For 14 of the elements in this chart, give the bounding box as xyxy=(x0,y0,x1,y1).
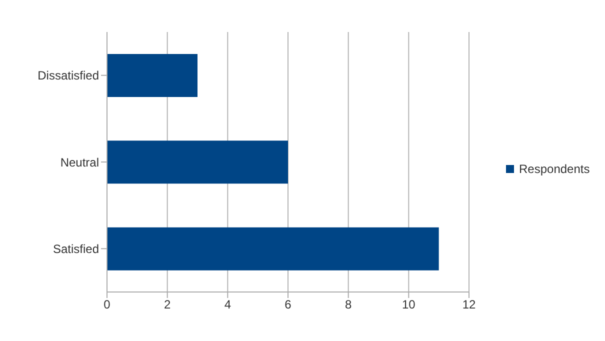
x-tick-label: 0 xyxy=(104,298,111,312)
bar xyxy=(107,140,288,184)
bar xyxy=(107,54,198,97)
legend-label: Respondents xyxy=(519,162,590,176)
x-tick-label: 10 xyxy=(402,298,416,312)
y-tick-label: Satisfied xyxy=(52,242,99,256)
y-tick-label: Dissatisfied xyxy=(38,68,99,83)
x-tick-label: 2 xyxy=(164,298,171,312)
x-tick-label: 6 xyxy=(284,298,292,312)
x-tick-label: 12 xyxy=(462,298,476,312)
y-tick-label: Neutral xyxy=(60,155,99,170)
bar xyxy=(107,227,439,270)
x-tick-label: 4 xyxy=(224,298,232,312)
x-tick-label: 8 xyxy=(344,298,352,312)
